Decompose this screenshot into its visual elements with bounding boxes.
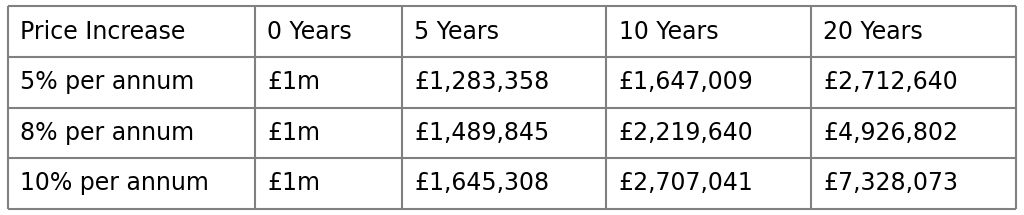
Text: £4,926,802: £4,926,802: [823, 121, 958, 145]
Text: £1,489,845: £1,489,845: [414, 121, 549, 145]
Text: 5% per annum: 5% per annum: [20, 70, 195, 94]
Text: 5 Years: 5 Years: [414, 20, 499, 44]
Text: 20 Years: 20 Years: [823, 20, 924, 44]
Text: £1,645,308: £1,645,308: [414, 171, 549, 195]
Text: £1,283,358: £1,283,358: [414, 70, 549, 94]
Text: £7,328,073: £7,328,073: [823, 171, 958, 195]
Text: £1m: £1m: [267, 121, 321, 145]
Text: £1m: £1m: [267, 70, 321, 94]
Text: 8% per annum: 8% per annum: [20, 121, 195, 145]
Text: £1m: £1m: [267, 171, 321, 195]
Text: £2,219,640: £2,219,640: [618, 121, 754, 145]
Text: £1,647,009: £1,647,009: [618, 70, 754, 94]
Text: 10% per annum: 10% per annum: [20, 171, 209, 195]
Text: Price Increase: Price Increase: [20, 20, 185, 44]
Text: £2,707,041: £2,707,041: [618, 171, 754, 195]
Text: 0 Years: 0 Years: [267, 20, 352, 44]
Text: £2,712,640: £2,712,640: [823, 70, 958, 94]
Text: 10 Years: 10 Years: [618, 20, 719, 44]
